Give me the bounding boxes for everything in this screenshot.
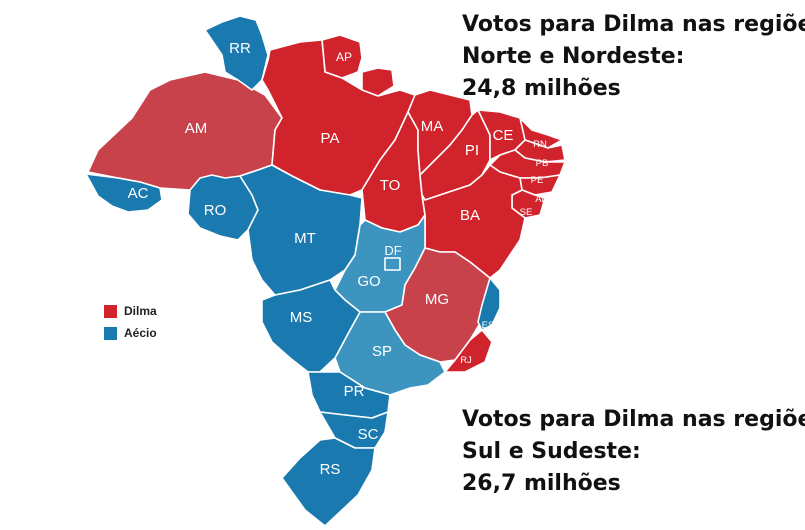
caption-top-total: 24,8 milhões	[462, 76, 621, 101]
state-ac	[85, 173, 163, 213]
state-label-ba: BA	[460, 207, 480, 224]
legend-swatch-dilma	[104, 304, 117, 318]
state-label-es: ES	[482, 320, 495, 331]
state-label-rj: RJ	[460, 355, 472, 366]
state-rj	[444, 329, 493, 373]
state-label-ap: AP	[336, 50, 352, 64]
state-label-ce: CE	[493, 127, 514, 144]
state-label-ro: RO	[204, 202, 227, 219]
caption-bottom-line1: Votos para Dilma nas regiões	[462, 407, 805, 432]
legend-item-aecio: Aécio	[104, 322, 157, 344]
state-label-pb: PB	[536, 158, 549, 169]
state-label-am: AM	[185, 120, 208, 137]
map-legend: Dilma Aécio	[104, 300, 157, 344]
state-label-pi: PI	[465, 142, 479, 159]
caption-top-line2: Norte e Nordeste:	[462, 44, 685, 69]
legend-label-dilma: Dilma	[124, 304, 157, 318]
caption-top-line1: Votos para Dilma nas regiões	[462, 12, 805, 37]
state-mg	[384, 247, 491, 363]
state-es	[477, 277, 501, 331]
state-label-sc: SC	[358, 426, 379, 443]
state-label-pa: PA	[321, 130, 340, 147]
legend-item-dilma: Dilma	[104, 300, 157, 322]
state-label-pe: PE	[531, 175, 544, 186]
state-label-go: GO	[357, 273, 380, 290]
state-label-ma: MA	[421, 118, 444, 135]
state-label-pr: PR	[344, 383, 365, 400]
state-label-mg: MG	[425, 291, 449, 308]
state-label-mt: MT	[294, 230, 316, 247]
state-rs	[281, 437, 376, 527]
state-label-df: DF	[384, 243, 401, 258]
legend-label-aecio: Aécio	[124, 326, 157, 340]
state-label-al: AL	[535, 194, 547, 205]
state-label-to: TO	[380, 177, 401, 194]
state-label-rn: RN	[533, 139, 547, 150]
legend-swatch-aecio	[104, 326, 117, 340]
state-label-sp: SP	[372, 343, 392, 360]
caption-south-southeast: Votos para Dilma nas regiões Sul e Sudes…	[462, 404, 805, 500]
state-label-rr: RR	[229, 40, 251, 57]
state-label-se: SE	[520, 207, 533, 218]
state-ms	[261, 279, 361, 373]
caption-bottom-total: 26,7 milhões	[462, 471, 621, 496]
state-label-rs: RS	[320, 461, 341, 478]
state-label-ms: MS	[290, 309, 313, 326]
caption-north-northeast: Votos para Dilma nas regiões Norte e Nor…	[462, 9, 805, 105]
caption-bottom-line2: Sul e Sudeste:	[462, 439, 641, 464]
state-df	[384, 257, 401, 271]
state-label-ac: AC	[128, 185, 149, 202]
